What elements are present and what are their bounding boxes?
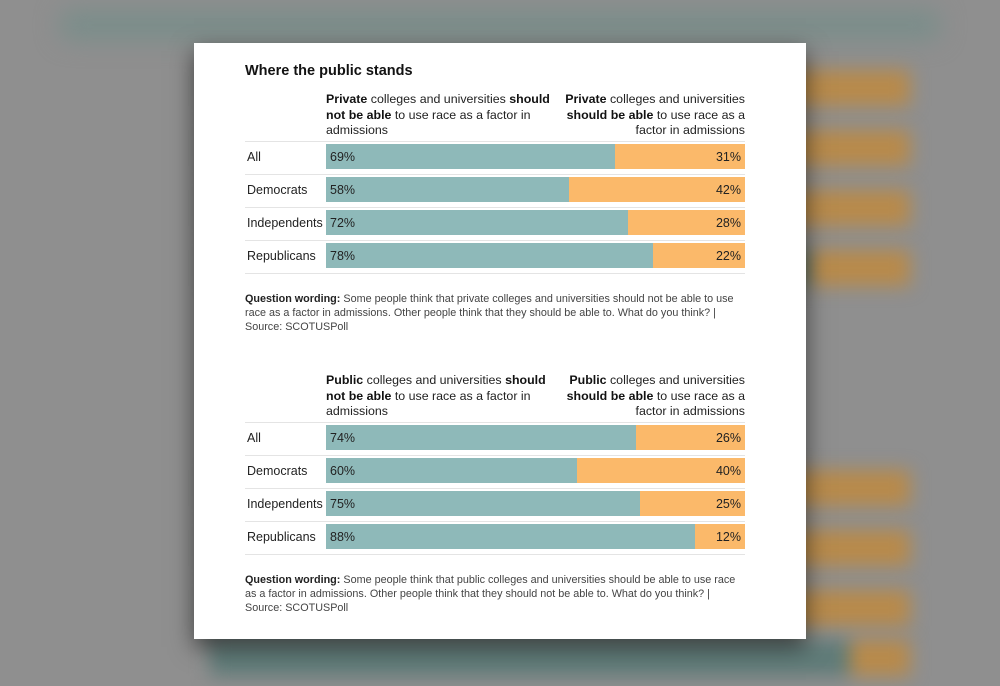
stacked-bar: 60% 40%	[326, 458, 745, 483]
public-colleges-chart: Public colleges and universities should …	[245, 373, 745, 619]
bar-segment-able: 40%	[577, 458, 745, 483]
value-label-able: 28%	[715, 216, 741, 230]
value-label-able: 31%	[715, 150, 741, 164]
category-label: Democrats	[247, 464, 308, 478]
stacked-bar: 58% 42%	[326, 177, 745, 202]
value-label-not-able: 88%	[330, 530, 356, 544]
header-able: Private colleges and universities should…	[565, 92, 745, 137]
bar-segment-not-able: 60%	[326, 458, 578, 483]
value-label-able: 42%	[715, 183, 741, 197]
stacked-bar: 72% 28%	[326, 210, 745, 235]
stacked-bar: 88% 12%	[326, 524, 745, 549]
category-label: Independents	[247, 216, 323, 230]
stacked-bar: 75% 25%	[326, 491, 745, 516]
bar-segment-not-able: 78%	[326, 243, 653, 268]
question-wording-note: Question wording: Some people think that…	[245, 574, 736, 614]
value-label-not-able: 69%	[330, 150, 356, 164]
bar-row-independents: Independents 72% 28%	[245, 207, 745, 241]
bar-segment-able: 26%	[636, 425, 745, 450]
stacked-bar: 69% 31%	[326, 144, 745, 169]
header-not-able: Private colleges and universities should…	[326, 92, 550, 137]
value-label-not-able: 74%	[330, 431, 356, 445]
bar-row-republicans: Republicans 88% 12%	[245, 521, 745, 555]
bar-segment-not-able: 69%	[326, 144, 616, 169]
value-label-not-able: 75%	[330, 497, 356, 511]
bar-segment-able: 22%	[652, 243, 745, 268]
question-wording-note: Question wording: Some people think that…	[245, 293, 734, 333]
value-label-able: 25%	[715, 497, 741, 511]
category-label: Republicans	[247, 249, 316, 263]
bar-segment-not-able: 58%	[326, 177, 570, 202]
stacked-bar: 74% 26%	[326, 425, 745, 450]
private-colleges-chart: Private colleges and universities should…	[245, 92, 745, 338]
category-label: Democrats	[247, 183, 308, 197]
bar-segment-able: 31%	[615, 144, 745, 169]
bar-row-independents: Independents 75% 25%	[245, 488, 745, 522]
value-label-able: 12%	[715, 530, 741, 544]
value-label-able: 40%	[715, 464, 741, 478]
value-label-able: 22%	[715, 249, 741, 263]
value-label-not-able: 78%	[330, 249, 356, 263]
bar-segment-not-able: 88%	[326, 524, 695, 549]
bar-segment-not-able: 72%	[326, 210, 628, 235]
bar-row-democrats: Democrats 60% 40%	[245, 455, 745, 489]
stacked-bar: 78% 22%	[326, 243, 745, 268]
value-label-able: 26%	[715, 431, 741, 445]
value-label-not-able: 58%	[330, 183, 356, 197]
bar-segment-able: 12%	[694, 524, 745, 549]
category-label: Independents	[247, 497, 323, 511]
chart-card: Where the public stands Private colleges…	[194, 43, 806, 639]
bar-row-republicans: Republicans 78% 22%	[245, 240, 745, 274]
header-able: Public colleges and universities should …	[566, 373, 745, 418]
bar-segment-able: 42%	[569, 177, 745, 202]
bar-segment-able: 25%	[640, 491, 745, 516]
header-not-able: Public colleges and universities should …	[326, 373, 546, 418]
category-label: All	[247, 150, 261, 164]
category-label: All	[247, 431, 261, 445]
chart-title: Where the public stands	[245, 63, 413, 79]
bar-row-democrats: Democrats 58% 42%	[245, 174, 745, 208]
value-label-not-able: 72%	[330, 216, 356, 230]
bar-segment-not-able: 74%	[326, 425, 637, 450]
bar-row-all: All 69% 31%	[245, 141, 745, 175]
bar-segment-able: 28%	[627, 210, 745, 235]
category-label: Republicans	[247, 530, 316, 544]
bar-segment-not-able: 75%	[326, 491, 641, 516]
bar-row-all: All 74% 26%	[245, 422, 745, 456]
value-label-not-able: 60%	[330, 464, 356, 478]
